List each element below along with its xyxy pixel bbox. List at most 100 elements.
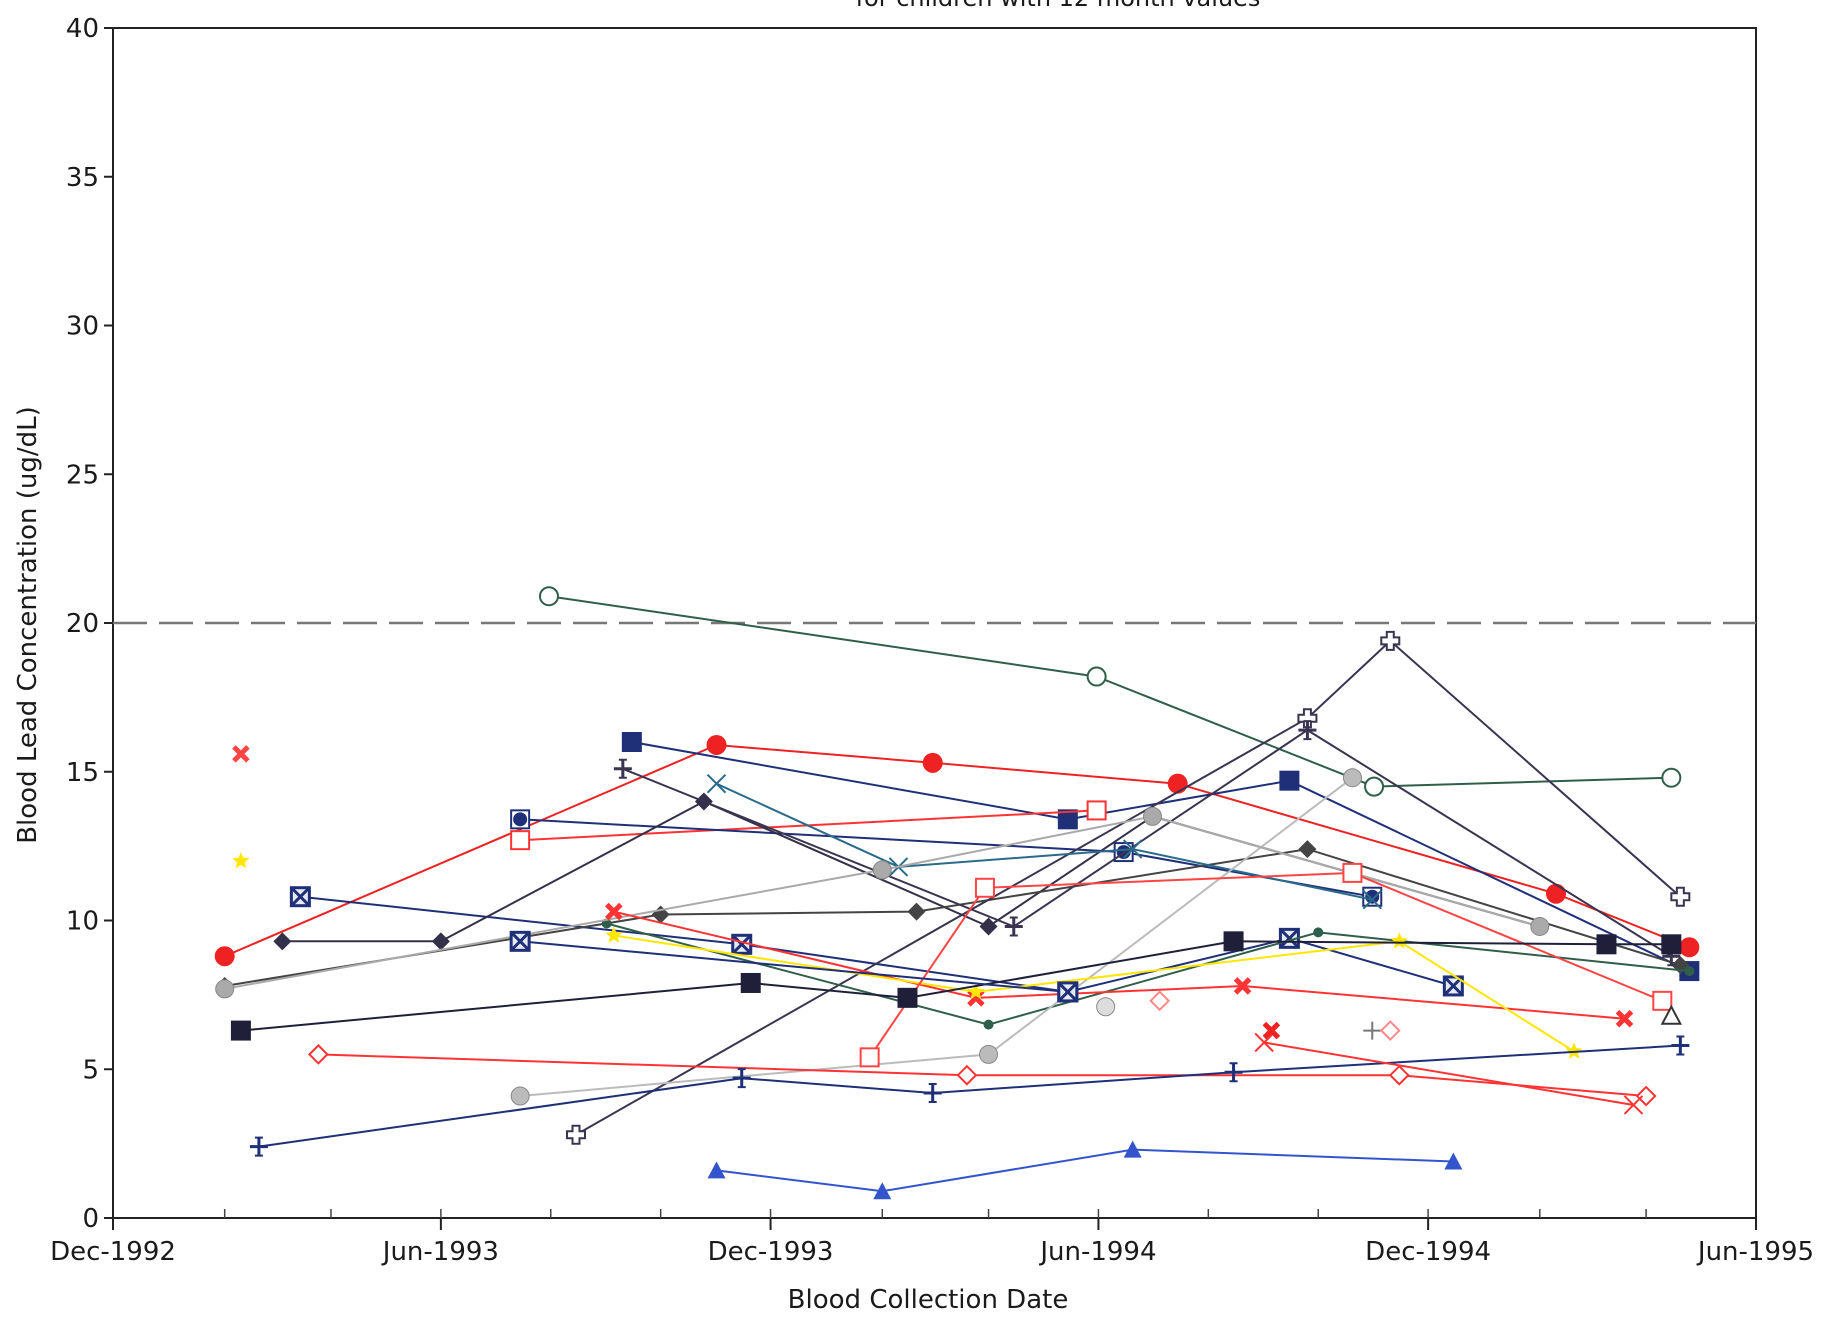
- data-point: [509, 930, 531, 952]
- data-point: [621, 732, 642, 752]
- series-line: [224, 815, 1541, 990]
- data-point: [232, 852, 250, 869]
- data-point: [897, 987, 918, 1008]
- series-9: [565, 630, 1691, 1145]
- y-tick-label: 25: [66, 460, 99, 490]
- data-point: [1086, 800, 1107, 821]
- series-line: [716, 782, 1373, 901]
- data-point: [872, 860, 892, 880]
- series-line: [631, 741, 1690, 973]
- data-point: [1298, 840, 1317, 859]
- data-point: [922, 752, 943, 773]
- data-point: [1652, 990, 1673, 1011]
- data-point: [907, 902, 926, 921]
- series-19: [249, 1035, 1690, 1157]
- data-point: [1596, 934, 1617, 955]
- data-point: [1122, 839, 1143, 859]
- data-point: [605, 926, 623, 943]
- series-31: [1096, 997, 1116, 1017]
- series-26: [1262, 1021, 1281, 1040]
- data-point: [510, 1086, 530, 1106]
- data-point: [1684, 966, 1695, 977]
- data-point: [1057, 809, 1078, 830]
- x-tick-label: Jun-1994: [1038, 1237, 1156, 1267]
- data-point: [1670, 886, 1691, 907]
- data-point: [565, 1124, 586, 1145]
- data-point: [289, 886, 311, 908]
- data-point: [1615, 1009, 1634, 1028]
- data-point: [1224, 1062, 1243, 1083]
- data-point: [1233, 977, 1252, 995]
- series-line: [240, 940, 1672, 1032]
- data-point: [1298, 720, 1317, 741]
- x-tick-label: Dec-1993: [708, 1237, 834, 1267]
- data-point: [249, 1136, 268, 1157]
- series-line: [606, 922, 1690, 1026]
- data-point: [1142, 806, 1162, 826]
- y-tick-label: 15: [66, 758, 99, 788]
- data-point: [613, 758, 632, 779]
- data-point: [1565, 1042, 1583, 1059]
- y-tick-label: 35: [66, 163, 99, 193]
- y-tick-label: 0: [82, 1204, 99, 1234]
- data-point: [706, 734, 727, 755]
- data-point: [1342, 862, 1363, 883]
- data-point: [1278, 927, 1300, 949]
- data-point: [974, 877, 995, 898]
- series-line: [520, 940, 1068, 993]
- data-point: [1379, 1020, 1401, 1041]
- data-point: [873, 1182, 892, 1200]
- y-tick-label: 30: [66, 312, 99, 342]
- data-point: [538, 586, 559, 607]
- series-20: [230, 931, 1682, 1041]
- data-point: [1380, 630, 1401, 651]
- data-point: [1057, 981, 1079, 1003]
- data-point: [983, 1019, 994, 1030]
- data-point: [1086, 666, 1107, 687]
- data-point: [1530, 916, 1550, 936]
- data-point: [707, 1161, 726, 1179]
- data-point: [1364, 776, 1385, 797]
- data-point: [1388, 1064, 1410, 1086]
- data-point: [1254, 1032, 1274, 1053]
- y-tick-label: 5: [82, 1055, 99, 1085]
- series-2: [214, 734, 1700, 967]
- series-line: [575, 639, 1681, 1136]
- data-point: [230, 1020, 251, 1041]
- series-30: [1149, 990, 1171, 1012]
- series-28: [1363, 1021, 1382, 1040]
- data-point: [1661, 767, 1682, 788]
- series-23: [707, 1140, 1463, 1200]
- data-point: [1444, 1152, 1463, 1170]
- series-line: [716, 1148, 1454, 1193]
- series-line: [258, 1044, 1681, 1148]
- data-point: [1342, 768, 1362, 788]
- series-17: [605, 926, 1583, 1059]
- x-tick-label: Dec-1992: [50, 1237, 176, 1267]
- data-point: [967, 989, 985, 1007]
- data-point: [232, 745, 250, 763]
- data-point: [510, 830, 531, 851]
- data-point: [1660, 1004, 1682, 1025]
- data-point: [1679, 937, 1700, 958]
- data-point: [1390, 932, 1408, 949]
- data-point: [1123, 1140, 1142, 1158]
- x-tick-label: Jun-1995: [1696, 1237, 1814, 1267]
- data-point: [1623, 1095, 1644, 1115]
- data-point: [732, 1068, 751, 1089]
- series-24: [232, 745, 250, 763]
- data-point: [1635, 1085, 1657, 1107]
- data-point: [1442, 975, 1464, 997]
- data-point: [1004, 916, 1023, 937]
- data-point: [1671, 1035, 1690, 1056]
- series-line: [548, 595, 1672, 788]
- series-16: [605, 902, 1634, 1028]
- data-point: [979, 1044, 999, 1064]
- series-1: [538, 586, 1682, 797]
- series-21: [509, 930, 1079, 1003]
- series-line: [613, 934, 1575, 1053]
- data-point: [1149, 990, 1171, 1012]
- data-point: [859, 1047, 880, 1068]
